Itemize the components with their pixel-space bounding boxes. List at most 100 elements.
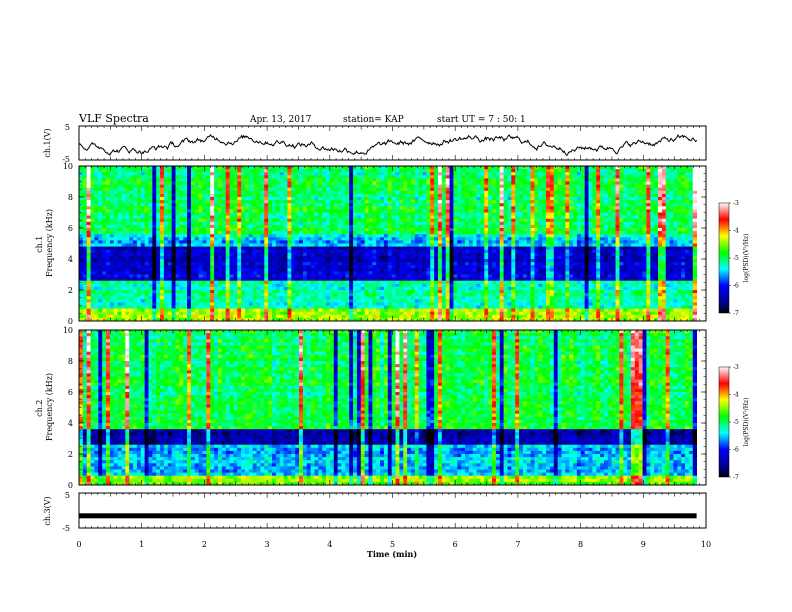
spectrogram-cell [387, 197, 393, 201]
spectrogram-cell [229, 221, 234, 226]
spectrogram-cell [422, 212, 427, 216]
spectrogram-cell [102, 200, 107, 204]
spectrogram-cell [221, 187, 227, 192]
spectrogram-cell [310, 172, 315, 176]
spectrogram-cell [488, 187, 493, 192]
spectrogram-cell [453, 187, 458, 192]
spectrogram-cell [248, 209, 254, 213]
spectrogram-cell [484, 197, 489, 201]
spectrogram-cell [592, 228, 597, 232]
spectrogram-cell [314, 228, 319, 232]
spectrogram-cell [163, 212, 169, 216]
spectrogram-cell [260, 190, 265, 195]
spectrogram-cell [619, 212, 624, 216]
spectrogram-cell [241, 206, 246, 210]
spectrogram-cell [414, 212, 420, 216]
spectrogram-cell [387, 215, 393, 220]
spectrogram-cell [283, 218, 288, 223]
spectrogram-cell [295, 243, 300, 247]
spectrogram-cell [364, 181, 369, 185]
spectrogram-cell [356, 249, 362, 254]
spectrogram-cell [353, 218, 358, 223]
spectrogram-cell [256, 212, 261, 216]
spectrogram-cell [542, 178, 547, 182]
spectrogram-cell [295, 187, 300, 192]
spectrogram-cell [685, 187, 690, 192]
spectrogram-cell [499, 215, 504, 220]
spectrogram-cell [546, 255, 551, 260]
spectrogram-cell [121, 187, 126, 192]
spectrogram-cell [426, 178, 431, 182]
spectrogram-cell [553, 252, 559, 257]
spectrogram-cell [495, 184, 501, 189]
spectrogram-cell [642, 175, 647, 179]
spectrogram-cell [210, 184, 215, 189]
spectrogram-cell [295, 169, 300, 173]
spectrogram-cell [272, 218, 277, 223]
spectrogram-cell [407, 224, 412, 229]
spectrogram-cell [399, 252, 404, 257]
spectrogram-cell [499, 200, 504, 204]
spectrogram-cell [488, 237, 493, 241]
spectrogram-cell [407, 206, 412, 210]
spectrogram-cell [476, 240, 481, 244]
spectrogram-cell [638, 212, 643, 216]
spectrogram-cell [113, 218, 118, 223]
spectrogram-cell [268, 237, 273, 241]
spectrogram-cell [333, 197, 339, 201]
spectrogram-cell [472, 234, 477, 238]
spectrogram-cell [237, 252, 242, 257]
spectrogram-cell [102, 184, 107, 189]
spectrogram-cell [86, 228, 91, 232]
spectrogram-cell [546, 203, 551, 207]
spectrogram-cell [291, 218, 296, 223]
spectrogram-cell [650, 218, 655, 223]
spectrogram-cell [484, 215, 489, 220]
spectrogram-cell [603, 221, 609, 226]
spectrogram-cell [167, 252, 173, 257]
spectrogram-cell [522, 224, 528, 229]
spectrogram-cell [291, 181, 296, 185]
spectrogram-cell [638, 197, 643, 201]
spectrogram-cell [569, 206, 574, 210]
spectrogram-cell [546, 246, 551, 251]
spectrogram-cell [202, 197, 207, 201]
spectrogram-cell [519, 172, 524, 176]
spectrogram-cell [634, 206, 640, 210]
spectrogram-cell [356, 181, 362, 185]
spectrogram-cell [650, 209, 655, 213]
spectrogram-cell [607, 197, 613, 201]
spectrogram-cell [619, 187, 624, 192]
spectrogram-cell [326, 246, 331, 251]
spectrogram-cell [190, 172, 196, 176]
spectrogram-cell [171, 234, 176, 238]
spectrogram-cell [106, 212, 111, 216]
spectrogram-cell [94, 255, 99, 260]
spectrogram-cell [511, 221, 516, 226]
spectrogram-cell [434, 249, 439, 254]
spectrogram-cell [542, 243, 547, 247]
spectrogram-cell [658, 166, 663, 170]
spectrogram-cell [194, 187, 200, 192]
spectrogram-cell [638, 252, 643, 257]
spectrogram-cell [658, 237, 663, 241]
spectrogram-cell [233, 203, 238, 207]
spectrogram-cell [391, 237, 396, 241]
spectrogram-cell [472, 224, 477, 229]
spectrogram-cell [368, 224, 373, 229]
spectrogram-cell [322, 181, 327, 185]
spectrogram-cell [202, 221, 207, 226]
spectrogram-cell [391, 175, 396, 179]
spectrogram-cell [345, 206, 350, 210]
spectrogram-cell [349, 240, 354, 244]
spectrogram-cell [557, 212, 562, 216]
spectrogram-cell [144, 221, 149, 226]
spectrogram-cell [511, 206, 516, 210]
spectrogram-cell [133, 218, 138, 223]
spectrogram-cell [603, 249, 609, 254]
spectrogram-cell [573, 240, 578, 244]
spectrogram-cell [244, 193, 250, 198]
spectrogram-cell [322, 255, 327, 260]
spectrogram-cell [580, 169, 586, 173]
spectrogram-cell [90, 252, 95, 257]
